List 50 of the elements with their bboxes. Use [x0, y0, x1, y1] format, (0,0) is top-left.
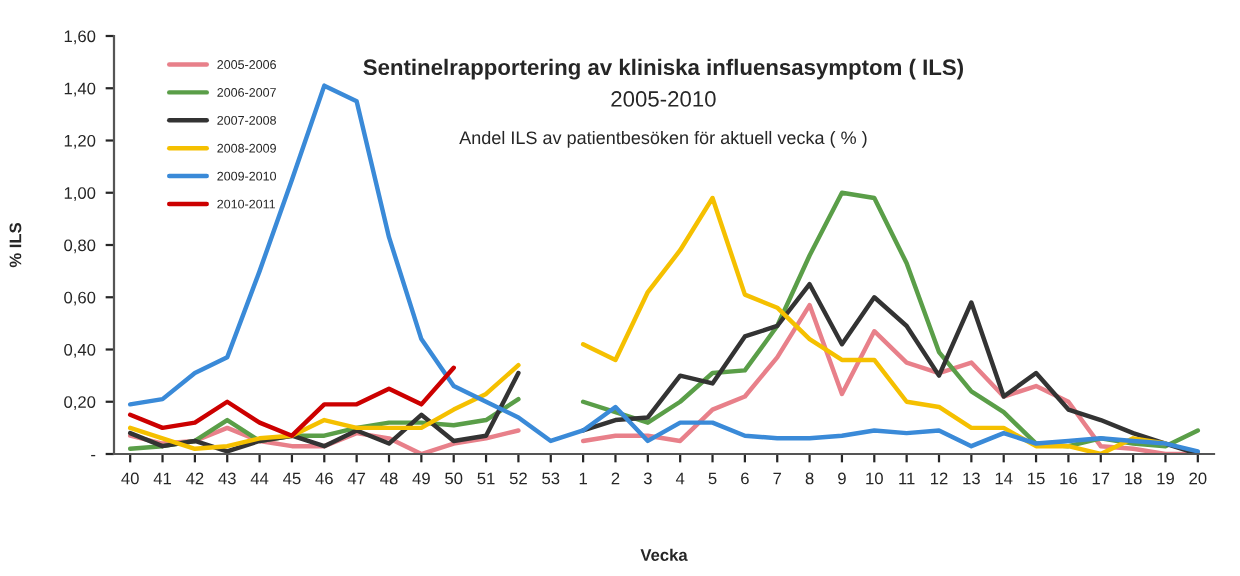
x-tick-label: 10: [866, 472, 883, 485]
x-tick-label: 52: [509, 472, 527, 485]
x-tick-label: 53: [542, 472, 560, 485]
text: 2005-2010: [611, 91, 716, 107]
x-tick-label: 6: [741, 472, 749, 485]
y-tick-label: 0,60: [64, 291, 96, 306]
x-tick-label: 43: [218, 472, 236, 485]
x-tick-label: 51: [477, 472, 495, 485]
x-tick-label: 46: [315, 472, 333, 485]
x-tick-label: 50: [445, 472, 463, 485]
y-tick-label: 1,00: [64, 187, 96, 201]
x-tick-label: 45: [283, 472, 301, 485]
x-tick-label: 19: [1157, 472, 1174, 485]
x-tick-label: 40: [121, 472, 139, 485]
x-tick-label: 3: [643, 472, 652, 485]
x-tick-label: 18: [1125, 472, 1142, 485]
y-tick-label: 0,80: [64, 239, 96, 254]
x-tick-label: 15: [1028, 472, 1045, 485]
line-series: [127, 83, 1201, 454]
x-tick-label: 11: [899, 472, 915, 485]
x-tick-label: 14: [995, 472, 1013, 485]
x-tick-label: 42: [186, 472, 204, 485]
x-axis-title: Vecka: [640, 548, 688, 561]
x-tick-label: 4: [675, 472, 685, 485]
x-tick-label: 12: [931, 472, 948, 485]
x-tick-label: 9: [838, 472, 846, 485]
x-tick-label: 48: [380, 472, 398, 485]
x-tick-label: 2: [611, 472, 620, 485]
x-tick-label: 13: [963, 472, 980, 485]
x-tick-label: 47: [347, 472, 366, 485]
y-tick-label: 1,20: [64, 134, 96, 149]
y-axis-title: % ILS: [9, 222, 22, 268]
x-tick-label: 20: [1189, 472, 1207, 485]
x-tick-label: 5: [708, 472, 717, 485]
x-tick-label: 7: [773, 472, 782, 485]
text: Sentinelrapportering av kliniska influensasymptom ( ILS): [363, 58, 963, 80]
y-tick-label: 0,20: [64, 396, 96, 410]
y-tick-label: 1,60: [64, 30, 96, 45]
x-tick-label: 49: [412, 472, 430, 485]
line-series: [127, 365, 456, 438]
x-tick-label: 16: [1060, 472, 1077, 485]
x-tick-label: 17: [1092, 472, 1110, 485]
x-tick-label: 8: [805, 472, 814, 485]
x-tick-label: 1: [579, 472, 587, 485]
annotation: Andel ILS av patientbesöken för aktuell vecka ( % ): [459, 130, 867, 148]
y-tick-label: 1,40: [64, 82, 96, 97]
y-tick-label: -: [91, 454, 96, 457]
x-tick-label: 44: [250, 472, 269, 485]
x-tick-label: 41: [153, 472, 171, 485]
y-tick-label: 0,40: [64, 343, 96, 358]
